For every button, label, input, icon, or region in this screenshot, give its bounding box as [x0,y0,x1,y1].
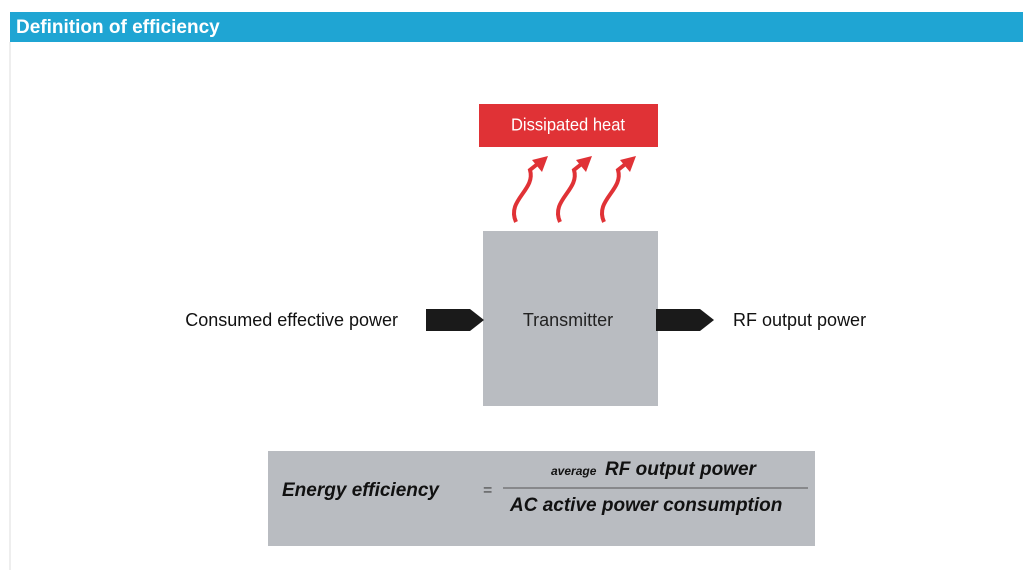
heat-box [479,104,658,147]
formula-numerator: RF output power [605,459,758,480]
formula-denominator: AC active power consumption [509,495,782,516]
transmitter-label: Transmitter [523,310,613,330]
formula-prefix: average [551,464,597,478]
heat-arrows [512,160,630,223]
formula-equals: = [483,482,492,499]
output-arrow [656,309,714,331]
formula-left: Energy efficiency [282,480,440,501]
output-label: RF output power [733,310,866,330]
transmitter-box [483,231,658,406]
input-label: Consumed effective power [185,310,398,330]
header-title: Definition of efficiency [16,17,220,38]
formula-box [268,451,815,546]
heat-label: Dissipated heat [511,114,625,135]
input-arrow [426,309,484,331]
header-bar [10,12,1023,42]
heat-arrowheads [532,156,636,172]
